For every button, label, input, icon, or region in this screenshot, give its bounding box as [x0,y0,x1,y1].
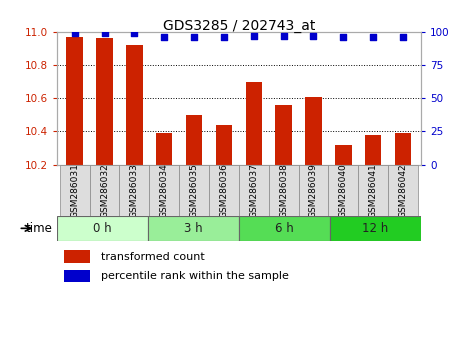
Bar [298,165,328,216]
Bar [156,133,173,165]
Point [310,33,317,39]
Point [220,34,228,40]
Bar [120,165,149,216]
Text: GSM286040: GSM286040 [339,163,348,218]
Bar [64,270,90,282]
Text: GSM286042: GSM286042 [399,163,408,218]
Text: GSM286039: GSM286039 [309,163,318,218]
Point [71,30,79,36]
Bar [60,165,89,216]
Bar [269,165,298,216]
Point [160,34,168,40]
Text: GSM286036: GSM286036 [219,163,228,218]
Text: GDS3285 / 202743_at: GDS3285 / 202743_at [163,19,315,34]
Bar [328,165,358,216]
Bar [305,97,322,165]
Text: 6 h: 6 h [275,222,294,235]
Bar [89,165,120,216]
Bar [388,165,418,216]
Bar [57,216,148,241]
Point [131,30,138,36]
Text: GSM286033: GSM286033 [130,163,139,218]
Text: GSM286035: GSM286035 [190,163,199,218]
Text: 12 h: 12 h [362,222,388,235]
Bar [148,216,239,241]
Text: transformed count: transformed count [101,252,205,262]
Bar [239,165,269,216]
Point [190,34,198,40]
Point [399,34,407,40]
Bar [395,133,411,165]
Bar [275,105,292,165]
Text: GSM286041: GSM286041 [369,163,378,218]
Point [250,33,258,39]
Bar [216,125,232,165]
Bar [330,216,421,241]
Text: percentile rank within the sample: percentile rank within the sample [101,271,289,281]
Text: time: time [25,222,52,235]
Bar [335,145,351,165]
Bar [64,250,90,263]
Bar [209,165,239,216]
Bar [186,115,202,165]
Bar [126,45,142,165]
Bar [67,37,83,165]
Bar [358,165,388,216]
Text: GSM286034: GSM286034 [160,163,169,218]
Point [101,30,108,36]
Text: GSM286031: GSM286031 [70,163,79,218]
Bar [365,135,381,165]
Point [369,34,377,40]
Bar [149,165,179,216]
Point [280,33,288,39]
Text: GSM286032: GSM286032 [100,163,109,218]
Bar [179,165,209,216]
Text: GSM286038: GSM286038 [279,163,288,218]
Point [340,34,347,40]
Bar [245,82,262,165]
Bar [239,216,330,241]
Text: 0 h: 0 h [93,222,112,235]
Text: GSM286037: GSM286037 [249,163,258,218]
Text: 3 h: 3 h [184,222,202,235]
Bar [96,39,113,165]
